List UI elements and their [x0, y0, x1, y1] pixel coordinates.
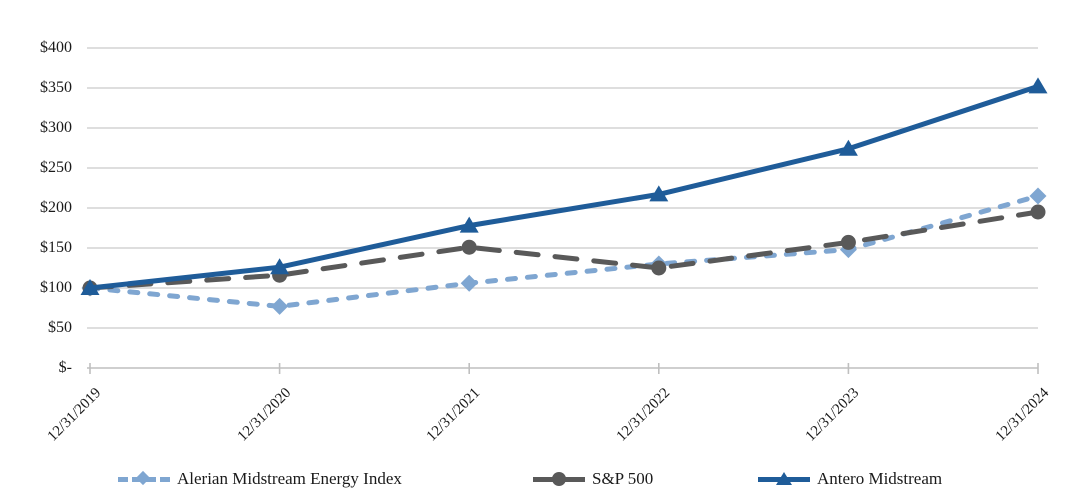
circle-marker [1030, 204, 1046, 220]
triangle-marker [459, 216, 479, 233]
y-tick-label: $100 [40, 279, 72, 296]
y-tick-label: $300 [40, 119, 72, 136]
y-tick-label: $250 [40, 159, 72, 176]
y-tick-label: $350 [40, 79, 72, 96]
circle-marker [651, 260, 667, 276]
y-tick-label: $50 [48, 319, 72, 336]
triangle-marker [649, 185, 669, 202]
triangle-marker [270, 258, 290, 275]
series-line-diamond [87, 193, 1041, 309]
diamond-marker [460, 274, 478, 292]
triangle-marker [80, 279, 100, 295]
series-line-triangle [87, 83, 1041, 291]
diamond-marker [271, 297, 289, 315]
y-tick-label: $150 [40, 239, 72, 256]
circle-marker [840, 234, 856, 250]
y-tick-label: $- [58, 359, 72, 376]
y-tick-label: $200 [40, 199, 72, 216]
circle-marker [461, 239, 477, 255]
series-line-sp500 [87, 209, 1041, 291]
y-tick-label: $400 [40, 39, 72, 56]
triangle-marker [1028, 77, 1048, 94]
diamond-marker [1029, 187, 1047, 205]
triangle-marker [838, 139, 858, 156]
